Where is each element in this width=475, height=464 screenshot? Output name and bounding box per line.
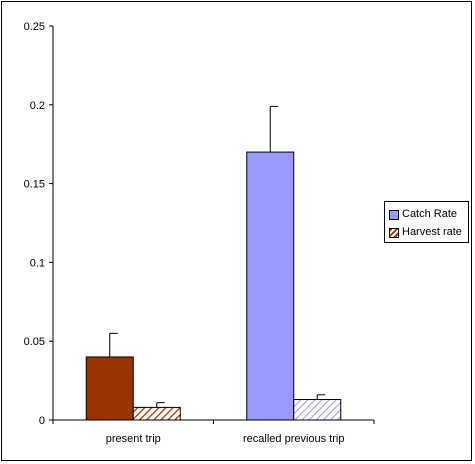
y-tick-label: 0	[39, 415, 45, 427]
legend-label-harvest-rate: Harvest rate	[402, 226, 462, 238]
y-tick-label: 0.1	[30, 257, 45, 269]
bar	[85, 356, 134, 421]
y-tick-label: 0.2	[30, 100, 45, 112]
y-tick-label: 0.05	[24, 336, 45, 348]
legend-label-catch-rate: Catch Rate	[402, 208, 458, 220]
x-tick-label: present trip	[106, 433, 161, 445]
x-tick-label: recalled previous trip	[243, 433, 345, 445]
legend-swatch-catch-rate	[389, 210, 399, 220]
bar	[246, 151, 295, 421]
bar	[293, 399, 342, 421]
chart-legend: Catch Rate Harvest rate	[384, 201, 469, 243]
legend-swatch-harvest-rate	[389, 228, 399, 238]
y-tick-label: 0.15	[24, 179, 45, 191]
bar	[132, 406, 181, 421]
y-tick-label: 0.25	[24, 21, 45, 33]
